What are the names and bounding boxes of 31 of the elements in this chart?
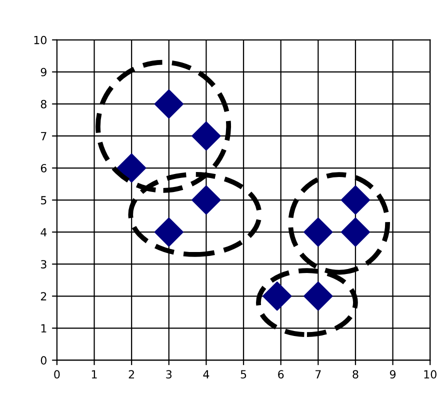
x-tick-label: 7 bbox=[316, 370, 321, 378]
x-tick-label: 4 bbox=[203, 370, 210, 378]
x-tick-label: 2 bbox=[128, 370, 134, 378]
y-tick-label: 8 bbox=[40, 100, 46, 108]
x-tick-label: 5 bbox=[240, 370, 246, 379]
x-tick-label: 0 bbox=[54, 370, 60, 379]
point bbox=[340, 217, 370, 247]
point bbox=[304, 217, 333, 247]
y-tick-label: 10 bbox=[34, 36, 46, 44]
y-tick-label: 1 bbox=[41, 324, 46, 332]
point bbox=[154, 217, 184, 247]
point bbox=[340, 185, 370, 215]
point bbox=[116, 153, 146, 183]
x-tick-label: 9 bbox=[390, 370, 396, 379]
point bbox=[192, 121, 221, 151]
y-tick-label: 5 bbox=[41, 196, 46, 204]
x-tick-label: 3 bbox=[166, 370, 172, 379]
y-tick-label: 6 bbox=[40, 164, 47, 172]
x-tick-label: 10 bbox=[424, 370, 436, 379]
point bbox=[262, 282, 292, 311]
point bbox=[154, 89, 184, 119]
y-tick-label: 3 bbox=[40, 260, 46, 268]
y-tick-label: 2 bbox=[40, 292, 46, 300]
y-tick-label: 7 bbox=[41, 132, 46, 140]
y-tick-label: 4 bbox=[40, 228, 47, 236]
x-tick-label: 6 bbox=[278, 370, 284, 379]
y-tick-label: 9 bbox=[40, 68, 46, 76]
x-tick-label: 8 bbox=[352, 370, 358, 379]
x-tick-label: 1 bbox=[92, 370, 97, 378]
point bbox=[192, 185, 221, 215]
y-tick-label: 0 bbox=[40, 356, 46, 365]
